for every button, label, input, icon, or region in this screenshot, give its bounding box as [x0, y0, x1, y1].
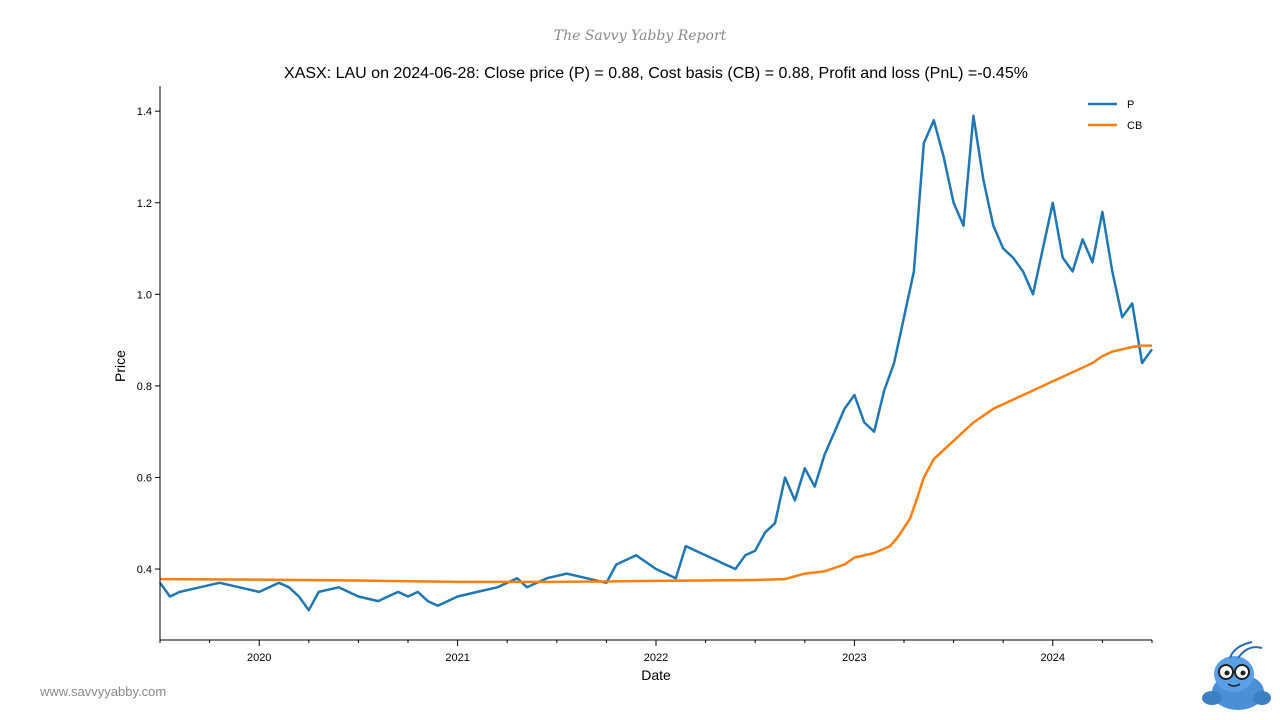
y-tick-label: 1.2: [137, 198, 152, 210]
report-brand-title: The Savvy Yabby Report: [553, 28, 727, 44]
series-line-p: [158, 114, 1154, 612]
plot-area: [158, 114, 1154, 612]
legend-label-p: P: [1127, 99, 1134, 111]
axes: 0.4 0.6 0.8 1.0 1.2 1.4 2020 2021 2022 2023 2024: [137, 86, 1153, 664]
y-axis-label: Price: [112, 350, 128, 382]
yabby-mascot-icon: [1198, 640, 1272, 720]
y-tick-label: 1.0: [137, 289, 152, 301]
y-tick-label: 0.8: [137, 381, 152, 393]
x-tick-label: 2020: [247, 652, 271, 664]
website-link[interactable]: www.savvyyabby.com: [40, 684, 167, 699]
y-tick-label: 0.6: [137, 472, 152, 484]
legend: P CB: [1088, 99, 1142, 132]
legend-label-cb: CB: [1127, 120, 1142, 132]
chart-title: XASX: LAU on 2024-06-28: Close price (P)…: [284, 65, 1028, 82]
x-axis-label: Date: [641, 667, 671, 683]
x-tick-label: 2023: [842, 652, 866, 664]
x-tick-label: 2024: [1041, 652, 1065, 664]
y-tick-label: 1.4: [137, 106, 152, 118]
series-line-cb: [159, 344, 1152, 584]
x-tick-label: 2021: [445, 652, 469, 664]
y-tick-label: 0.4: [137, 564, 152, 576]
x-tick-label: 2022: [644, 652, 668, 664]
